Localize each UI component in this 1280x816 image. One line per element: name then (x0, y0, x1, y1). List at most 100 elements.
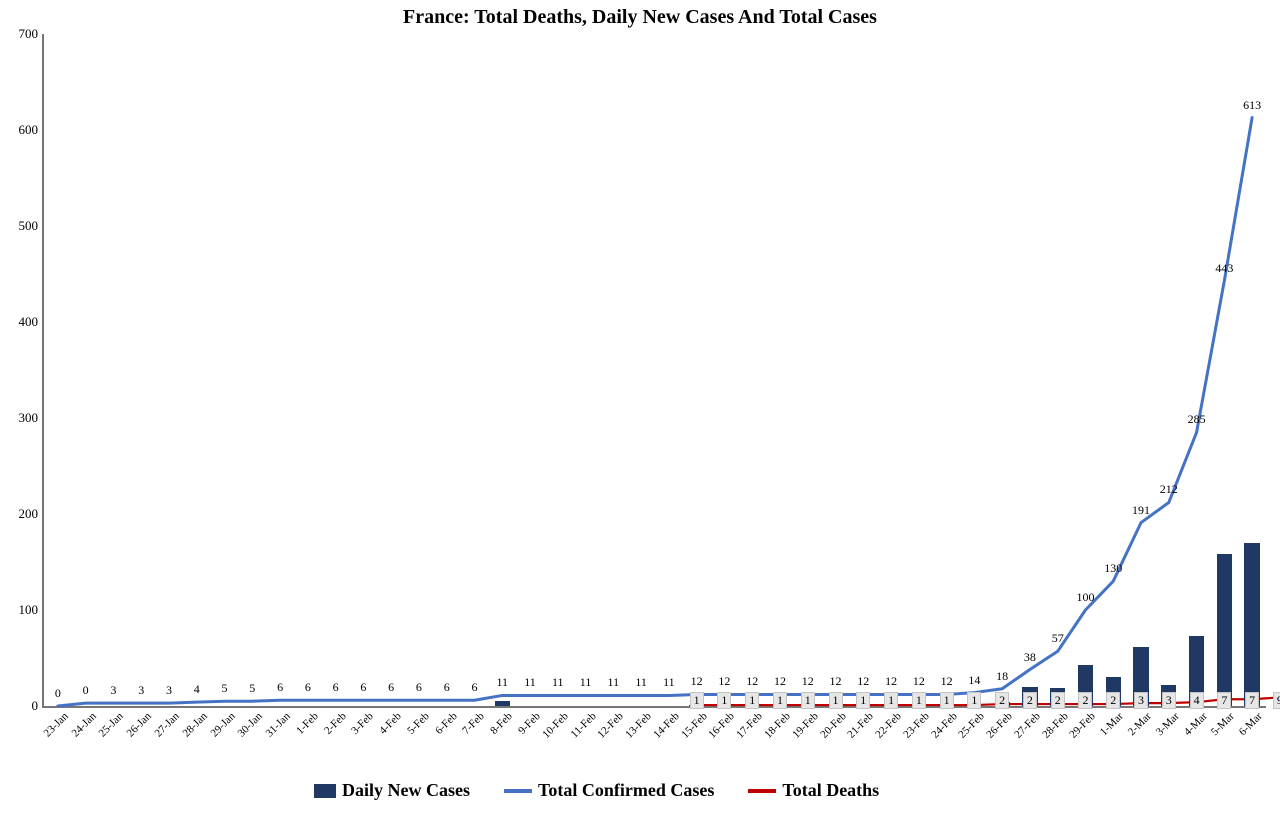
x-axis-tick-label: 6-Feb (429, 706, 460, 737)
data-label-total-deaths: 1 (884, 692, 898, 709)
data-label-total-confirmed: 4 (194, 682, 200, 697)
data-label-total-confirmed: 212 (1160, 482, 1178, 497)
x-axis-tick-label: 1-Mar (1094, 706, 1126, 738)
y-axis-tick-label: 200 (19, 506, 45, 522)
data-label-total-confirmed: 12 (718, 674, 730, 689)
data-label-total-deaths: 1 (912, 692, 926, 709)
x-axis-tick-label: 12-Feb (591, 706, 626, 741)
data-label-total-confirmed: 12 (885, 674, 897, 689)
x-axis-tick-label: 20-Feb (813, 706, 848, 741)
data-label-total-confirmed: 11 (580, 675, 592, 690)
data-label-total-confirmed: 12 (802, 674, 814, 689)
data-label-total-deaths: 1 (856, 692, 870, 709)
data-label-total-deaths: 2 (1023, 692, 1037, 709)
x-axis-tick-label: 2-Feb (317, 706, 348, 737)
bar-daily-new-cases (1217, 554, 1232, 706)
data-label-total-confirmed: 12 (857, 674, 869, 689)
data-label-total-confirmed: 6 (333, 680, 339, 695)
legend-label: Total Confirmed Cases (538, 780, 714, 801)
data-label-total-confirmed: 12 (746, 674, 758, 689)
data-label-total-confirmed: 12 (830, 674, 842, 689)
data-label-total-confirmed: 11 (552, 675, 564, 690)
data-label-total-confirmed: 0 (55, 686, 61, 701)
data-label-total-confirmed: 12 (941, 674, 953, 689)
x-axis-tick-label: 28-Feb (1036, 706, 1071, 741)
chart-lines-svg (44, 34, 1266, 706)
data-label-total-deaths: 7 (1245, 692, 1259, 709)
x-axis-tick-label: 17-Feb (730, 706, 765, 741)
x-axis-tick-label: 11-Feb (564, 706, 598, 740)
x-axis-tick-label: 9-Feb (512, 706, 543, 737)
data-label-total-confirmed: 18 (996, 669, 1008, 684)
x-axis-tick-label: 10-Feb (536, 706, 571, 741)
x-axis-tick-label: 22-Feb (869, 706, 904, 741)
x-axis-tick-label: 8-Feb (484, 706, 515, 737)
x-axis-tick-label: 3-Mar (1149, 706, 1181, 738)
chart-legend: Daily New Cases Total Confirmed Cases Tota… (314, 780, 879, 801)
data-label-total-confirmed: 6 (444, 680, 450, 695)
x-axis-tick-label: 18-Feb (758, 706, 793, 741)
x-axis-tick-label: 24-Feb (925, 706, 960, 741)
data-label-total-confirmed: 285 (1188, 412, 1206, 427)
y-axis-tick-label: 400 (19, 314, 45, 330)
x-axis-tick-label: 29-Feb (1063, 706, 1098, 741)
data-label-total-confirmed: 443 (1215, 261, 1233, 276)
chart-container: France: Total Deaths, Daily New Cases An… (0, 0, 1280, 816)
x-axis-tick-label: 27-Feb (1008, 706, 1043, 741)
x-axis-tick-label: 5-Mar (1205, 706, 1237, 738)
data-label-total-confirmed: 5 (222, 681, 228, 696)
x-axis-tick-label: 31-Jan (259, 706, 292, 739)
x-axis-tick-label: 4-Feb (373, 706, 404, 737)
data-label-total-deaths: 4 (1190, 692, 1204, 709)
x-axis-tick-label: 14-Feb (647, 706, 682, 741)
legend-swatch-line-icon (748, 789, 776, 793)
data-label-total-deaths: 3 (1162, 692, 1176, 709)
data-label-total-confirmed: 0 (83, 683, 89, 698)
data-label-total-confirmed: 11 (496, 675, 508, 690)
data-label-total-confirmed: 6 (360, 680, 366, 695)
plot-area: 010020030040050060070023-Jan24-Jan25-Jan… (42, 34, 1266, 708)
x-axis-tick-label: 15-Feb (675, 706, 710, 741)
bar-daily-new-cases (1244, 543, 1259, 706)
data-label-total-confirmed: 6 (388, 680, 394, 695)
data-label-total-deaths: 1 (717, 692, 731, 709)
x-axis-tick-label: 30-Jan (232, 706, 265, 739)
y-axis-tick-label: 700 (19, 26, 45, 42)
x-axis-tick-label: 27-Jan (148, 706, 181, 739)
data-label-total-confirmed: 12 (913, 674, 925, 689)
data-label-total-confirmed: 3 (138, 683, 144, 698)
y-axis-tick-label: 500 (19, 218, 45, 234)
data-label-total-confirmed: 3 (166, 683, 172, 698)
y-axis-tick-label: 300 (19, 410, 45, 426)
data-label-total-deaths: 1 (829, 692, 843, 709)
y-axis-tick-label: 600 (19, 122, 45, 138)
x-axis-tick-label: 3-Feb (345, 706, 376, 737)
legend-label: Total Deaths (782, 780, 879, 801)
data-label-total-confirmed: 11 (663, 675, 675, 690)
x-axis-tick-label: 21-Feb (841, 706, 876, 741)
legend-item: Total Deaths (748, 780, 879, 801)
x-axis-tick-label: 7-Feb (456, 706, 487, 737)
x-axis-tick-label: 24-Jan (65, 706, 98, 739)
legend-swatch-bar-icon (314, 784, 336, 798)
x-axis-tick-label: 25-Feb (952, 706, 987, 741)
x-axis-tick-label: 6-Mar (1233, 706, 1265, 738)
legend-item: Daily New Cases (314, 780, 470, 801)
x-axis-tick-label: 23-Feb (897, 706, 932, 741)
data-label-total-confirmed: 11 (635, 675, 647, 690)
data-label-total-confirmed: 6 (416, 680, 422, 695)
data-label-total-deaths: 7 (1217, 692, 1231, 709)
x-axis-tick-label: 25-Jan (93, 706, 126, 739)
data-label-total-deaths: 1 (773, 692, 787, 709)
x-axis-tick-label: 16-Feb (702, 706, 737, 741)
x-axis-tick-label: 13-Feb (619, 706, 654, 741)
y-axis-tick-label: 100 (19, 602, 45, 618)
x-axis-tick-label: 26-Feb (980, 706, 1015, 741)
data-label-total-confirmed: 14 (968, 673, 980, 688)
x-axis-tick-label: 29-Jan (204, 706, 237, 739)
data-label-total-confirmed: 100 (1076, 590, 1094, 605)
data-label-total-confirmed: 57 (1052, 631, 1064, 646)
data-label-total-confirmed: 12 (691, 674, 703, 689)
data-label-total-deaths: 2 (1051, 692, 1065, 709)
data-label-total-confirmed: 130 (1104, 561, 1122, 576)
